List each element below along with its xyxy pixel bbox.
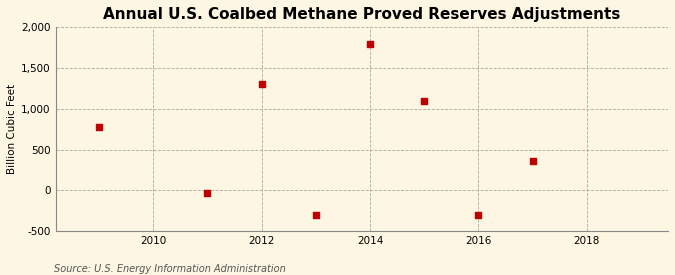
Text: Source: U.S. Energy Information Administration: Source: U.S. Energy Information Administ… xyxy=(54,264,286,274)
Point xyxy=(364,42,375,46)
Point xyxy=(310,213,321,217)
Point xyxy=(527,159,538,164)
Point xyxy=(473,213,484,218)
Title: Annual U.S. Coalbed Methane Proved Reserves Adjustments: Annual U.S. Coalbed Methane Proved Reser… xyxy=(103,7,620,22)
Point xyxy=(202,191,213,195)
Y-axis label: Billion Cubic Feet: Billion Cubic Feet xyxy=(7,84,17,174)
Point xyxy=(94,125,105,130)
Point xyxy=(256,81,267,86)
Point xyxy=(418,98,429,103)
